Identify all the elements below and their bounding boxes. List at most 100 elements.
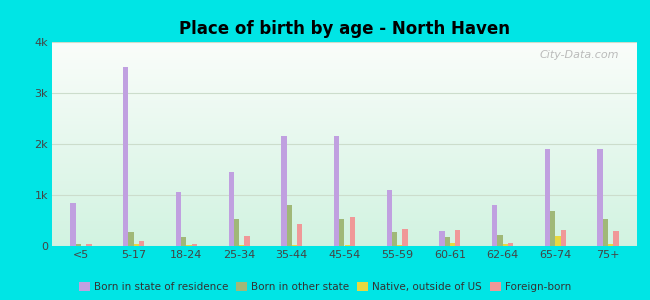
Bar bbox=[52, 135, 637, 136]
Bar bbox=[52, 181, 637, 182]
Bar bbox=[234, 219, 239, 246]
Bar bbox=[52, 195, 637, 196]
Bar bbox=[52, 82, 637, 83]
Bar bbox=[52, 109, 637, 110]
Bar bbox=[52, 194, 637, 195]
Bar bbox=[439, 231, 445, 246]
Bar bbox=[52, 204, 637, 205]
Bar bbox=[52, 241, 637, 242]
Bar bbox=[52, 216, 637, 217]
Bar bbox=[52, 190, 637, 191]
Bar bbox=[52, 156, 637, 157]
Bar bbox=[52, 62, 637, 63]
Bar bbox=[52, 185, 637, 186]
Bar bbox=[52, 45, 637, 46]
Bar bbox=[52, 121, 637, 122]
Bar bbox=[52, 105, 637, 106]
Bar bbox=[297, 224, 302, 246]
Bar bbox=[52, 136, 637, 137]
Bar bbox=[52, 93, 637, 94]
Bar bbox=[52, 193, 637, 194]
Bar bbox=[52, 118, 637, 119]
Bar bbox=[52, 240, 637, 241]
Bar bbox=[52, 178, 637, 179]
Bar bbox=[52, 230, 637, 231]
Bar bbox=[52, 50, 637, 51]
Bar bbox=[52, 165, 637, 166]
Bar bbox=[52, 89, 637, 90]
Bar bbox=[52, 201, 637, 202]
Bar bbox=[52, 110, 637, 111]
Bar bbox=[52, 65, 637, 67]
Bar bbox=[229, 172, 234, 246]
Bar bbox=[52, 239, 637, 240]
Bar bbox=[52, 244, 637, 245]
Bar bbox=[134, 244, 139, 246]
Bar bbox=[52, 60, 637, 62]
Bar bbox=[502, 244, 508, 246]
Bar bbox=[52, 42, 637, 43]
Bar bbox=[181, 237, 187, 246]
Bar bbox=[52, 154, 637, 155]
Bar bbox=[339, 220, 344, 246]
Bar bbox=[52, 104, 637, 105]
Bar bbox=[52, 147, 637, 148]
Bar bbox=[52, 159, 637, 160]
Bar bbox=[52, 224, 637, 225]
Bar bbox=[75, 244, 81, 246]
Bar bbox=[52, 130, 637, 131]
Bar bbox=[52, 206, 637, 207]
Text: City-Data.com: City-Data.com bbox=[540, 50, 619, 60]
Bar bbox=[52, 127, 637, 128]
Bar bbox=[52, 220, 637, 221]
Bar bbox=[555, 236, 560, 246]
Bar bbox=[52, 44, 637, 45]
Bar bbox=[52, 188, 637, 189]
Bar bbox=[52, 231, 637, 232]
Bar bbox=[52, 164, 637, 165]
Bar bbox=[52, 232, 637, 233]
Bar bbox=[52, 103, 637, 104]
Bar bbox=[603, 220, 608, 246]
Bar bbox=[52, 235, 637, 236]
Bar bbox=[52, 161, 637, 162]
Bar bbox=[560, 230, 566, 246]
Bar bbox=[52, 73, 637, 74]
Bar bbox=[52, 59, 637, 60]
Bar bbox=[52, 221, 637, 223]
Bar bbox=[52, 108, 637, 109]
Bar bbox=[52, 179, 637, 180]
Bar bbox=[52, 211, 637, 212]
Bar bbox=[52, 243, 637, 244]
Bar bbox=[52, 58, 637, 59]
Bar bbox=[597, 149, 603, 246]
Bar bbox=[52, 203, 637, 204]
Bar bbox=[344, 245, 350, 246]
Bar bbox=[52, 139, 637, 140]
Bar bbox=[244, 236, 250, 246]
Bar bbox=[52, 107, 637, 108]
Bar bbox=[52, 83, 637, 84]
Bar bbox=[123, 68, 129, 246]
Bar bbox=[52, 46, 637, 47]
Bar bbox=[392, 232, 397, 246]
Bar bbox=[52, 97, 637, 98]
Bar bbox=[52, 81, 637, 82]
Bar bbox=[52, 176, 637, 177]
Bar bbox=[52, 144, 637, 145]
Bar bbox=[52, 95, 637, 96]
Bar bbox=[52, 151, 637, 152]
Bar bbox=[52, 202, 637, 203]
Bar bbox=[52, 129, 637, 130]
Bar bbox=[52, 99, 637, 100]
Bar bbox=[52, 54, 637, 55]
Bar bbox=[52, 197, 637, 198]
Bar bbox=[52, 233, 637, 234]
Bar bbox=[52, 119, 637, 121]
Bar bbox=[52, 169, 637, 170]
Bar bbox=[52, 158, 637, 159]
Bar bbox=[52, 101, 637, 102]
Bar bbox=[52, 53, 637, 54]
Bar bbox=[52, 160, 637, 161]
Bar bbox=[52, 137, 637, 138]
